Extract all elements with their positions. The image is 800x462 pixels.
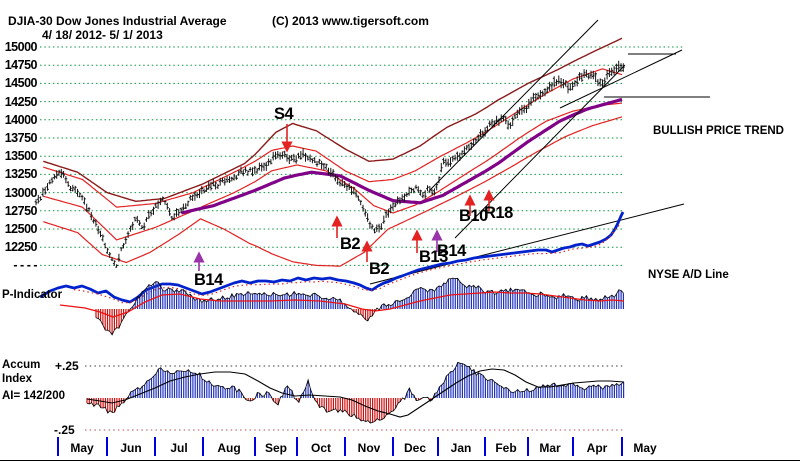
p-indicator-histogram (59, 277, 625, 336)
accum-label: Accum (2, 359, 41, 371)
signal-label-b2: B2 (340, 235, 361, 253)
month-label: Jul (170, 441, 188, 455)
copyright-text: (C) 2013 www.tigersoft.com (272, 14, 429, 28)
accum-index-histogram (85, 361, 625, 431)
month-label: Feb (495, 441, 517, 455)
signal-label-b13: B13 (419, 248, 448, 266)
price-axis-label: 13750 (4, 131, 38, 145)
signal-arrows (193, 124, 495, 271)
month-axis-ticks (57, 437, 623, 456)
plus-25-label: +.25 (55, 359, 79, 373)
advance-decline-line (39, 211, 625, 304)
price-axis-label: - - - - (13, 258, 37, 273)
signal-label-s4: S4 (274, 105, 294, 123)
month-label: May (70, 441, 94, 455)
signal-label-r18: R18 (484, 204, 513, 222)
month-label: Apr (586, 441, 608, 455)
price-axis-label: 12750 (4, 203, 38, 218)
p-indicator-label: P-Indicator (2, 289, 63, 301)
month-label: Nov (357, 441, 381, 455)
minus-25-label: -.25 (54, 423, 75, 437)
signal-label-b10: B10 (459, 207, 488, 225)
signal-label-b2: B2 (369, 260, 390, 278)
month-label: Jan (450, 441, 472, 455)
month-label: Oct (310, 441, 331, 455)
price-axis-label: 12500 (4, 222, 38, 236)
ai-ratio-label: AI= 142/200 (2, 390, 65, 402)
month-label: Jun (120, 441, 142, 455)
price-axis-label: 14750 (4, 58, 38, 73)
signal-label-b14: B14 (437, 242, 466, 260)
month-label: Mar (539, 441, 561, 455)
price-axis-label: 13250 (4, 167, 38, 182)
chart-title: DJIA-30 Dow Jones Industrial Average (8, 14, 227, 28)
index-label: Index (2, 373, 33, 385)
candlesticks (34, 60, 625, 268)
price-axis-label: 14500 (4, 76, 38, 91)
month-label: Sep (264, 441, 287, 455)
month-label: Aug (217, 441, 241, 455)
price-axis-label: 15000 (4, 40, 38, 54)
month-label: Dec (403, 441, 426, 455)
price-axis-label: 14000 (4, 112, 38, 127)
month-label: May (633, 441, 657, 455)
price-axis-label: 12250 (4, 240, 38, 255)
nyse-ad-line-label: NYSE A/D Line (648, 269, 729, 281)
price-bands (43, 37, 623, 267)
trendlines (369, 19, 710, 285)
price-axis-label: 13500 (4, 149, 38, 164)
price-axis-label: 14250 (4, 94, 38, 109)
bullish-trend-label: BULLISH PRICE TREND (653, 125, 784, 137)
price-axis-label: 13000 (4, 185, 38, 200)
signal-label-b14: B14 (194, 271, 223, 289)
date-range: 4/ 18/ 2012- 5/ 1/ 2013 (42, 28, 163, 42)
